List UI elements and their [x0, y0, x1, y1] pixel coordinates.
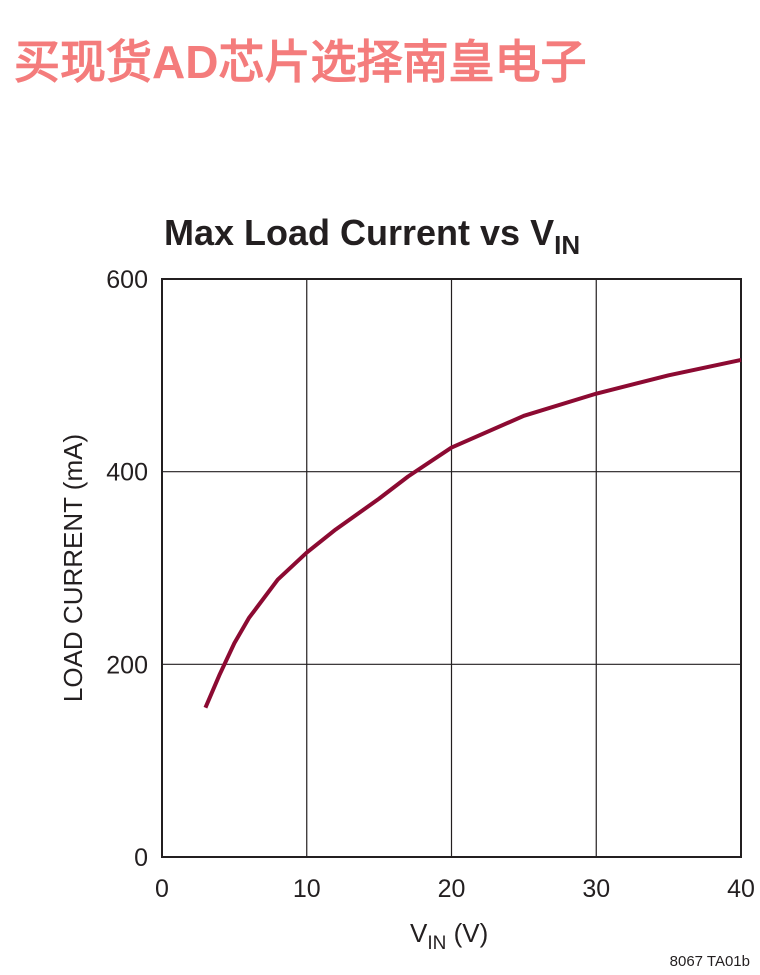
y-axis-label: LOAD CURRENT (mA) — [58, 434, 88, 702]
x-tick-label: 30 — [582, 875, 610, 903]
x-axis-label: VIN (V) — [410, 918, 488, 954]
x-tick-label: 10 — [293, 875, 321, 903]
x-tick-label: 0 — [155, 875, 169, 903]
x-tick-label: 40 — [727, 875, 755, 903]
y-tick-label: 400 — [106, 459, 148, 487]
x-label-suffix: (V) — [446, 918, 488, 948]
title-subscript: IN — [554, 230, 580, 260]
x-label-main: V — [410, 918, 428, 948]
y-tick-label: 600 — [106, 266, 148, 294]
y-tick-label: 0 — [134, 844, 148, 872]
banner: 买现货AD芯片选择南皇电子 — [14, 36, 586, 88]
x-label-subscript: IN — [427, 933, 446, 954]
plot-frame — [161, 278, 742, 858]
title-main: Max Load Current vs V — [164, 212, 554, 253]
footnote: 8067 TA01b — [670, 953, 750, 970]
data-line — [203, 357, 742, 709]
y-tick-label: 200 — [106, 651, 148, 679]
x-tick-label: 20 — [438, 875, 466, 903]
chart-title: Max Load Current vs VIN — [164, 212, 580, 260]
